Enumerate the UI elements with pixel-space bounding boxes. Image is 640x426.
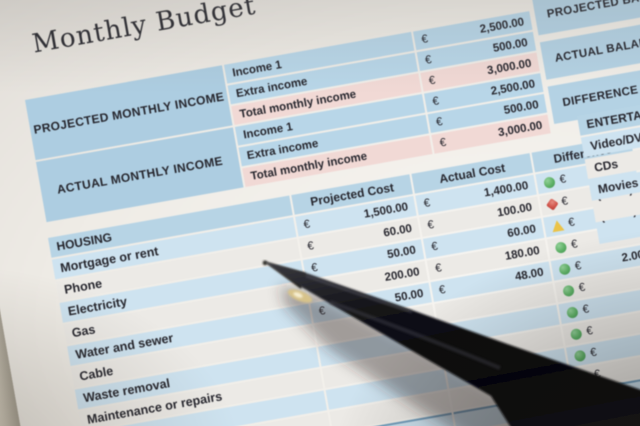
currency-symbol: € bbox=[593, 368, 602, 382]
currency-symbol: € bbox=[317, 305, 327, 318]
currency-symbol: € bbox=[438, 136, 448, 150]
expense-actual-value: 1,400.00 bbox=[483, 179, 530, 200]
currency-symbol: € bbox=[597, 390, 606, 404]
expense-actual-value: 180.00 bbox=[504, 244, 541, 263]
currency-symbol: € bbox=[577, 281, 587, 295]
income-row-value: 2,500.00 bbox=[489, 77, 536, 98]
expense-projected-value: 60.00 bbox=[382, 222, 413, 240]
expense-actual-value: 100.00 bbox=[496, 201, 534, 220]
status-triangle-icon bbox=[550, 218, 565, 232]
status-circle-icon bbox=[565, 305, 579, 319]
status-circle-icon bbox=[581, 393, 595, 407]
currency-symbol: € bbox=[430, 240, 439, 254]
expense-actual-value: 60.00 bbox=[506, 223, 537, 241]
currency-symbol: € bbox=[426, 218, 436, 232]
expense-actual-value: 48.00 bbox=[514, 266, 545, 284]
currency-symbol: € bbox=[560, 195, 569, 209]
currency-symbol: € bbox=[589, 346, 598, 360]
currency-symbol: € bbox=[585, 324, 594, 338]
expense-difference-value: 2.00 bbox=[620, 248, 640, 265]
status-circle-icon bbox=[558, 262, 572, 276]
currency-symbol: € bbox=[427, 74, 437, 87]
currency-symbol: € bbox=[422, 197, 432, 211]
expense-projected-value: 50.00 bbox=[386, 244, 417, 262]
status-circle-icon bbox=[569, 327, 583, 341]
currency-symbol: € bbox=[424, 53, 433, 67]
expense-projected-value: 50.00 bbox=[393, 287, 425, 305]
status-diamond-icon bbox=[545, 197, 559, 211]
currency-symbol: € bbox=[302, 218, 312, 232]
income-row-value: 3,000.00 bbox=[486, 57, 533, 77]
income-row-value: 500.00 bbox=[502, 98, 540, 117]
currency-symbol: € bbox=[435, 115, 444, 129]
income-row-value: 2,500.00 bbox=[478, 15, 526, 36]
expense-projected-value: 200.00 bbox=[383, 266, 421, 285]
currency-symbol: € bbox=[438, 283, 447, 297]
status-circle-icon bbox=[562, 284, 575, 297]
currency-symbol: € bbox=[310, 261, 319, 275]
currency-symbol: € bbox=[581, 303, 591, 317]
currency-symbol: € bbox=[570, 238, 579, 252]
currency-symbol: € bbox=[314, 283, 323, 297]
currency-symbol: € bbox=[420, 32, 429, 46]
currency-symbol: € bbox=[573, 259, 583, 273]
status-circle-icon bbox=[554, 240, 568, 254]
currency-symbol: € bbox=[567, 216, 576, 230]
currency-symbol: € bbox=[434, 262, 443, 276]
status-circle-icon bbox=[573, 349, 587, 362]
currency-symbol: € bbox=[431, 94, 440, 108]
currency-symbol: € bbox=[558, 173, 568, 187]
status-circle-icon bbox=[577, 370, 591, 384]
status-circle-icon bbox=[543, 175, 556, 189]
currency-symbol: € bbox=[306, 240, 315, 253]
expense-projected-value: 1,500.00 bbox=[362, 201, 410, 221]
income-row-value: 500.00 bbox=[491, 36, 529, 55]
